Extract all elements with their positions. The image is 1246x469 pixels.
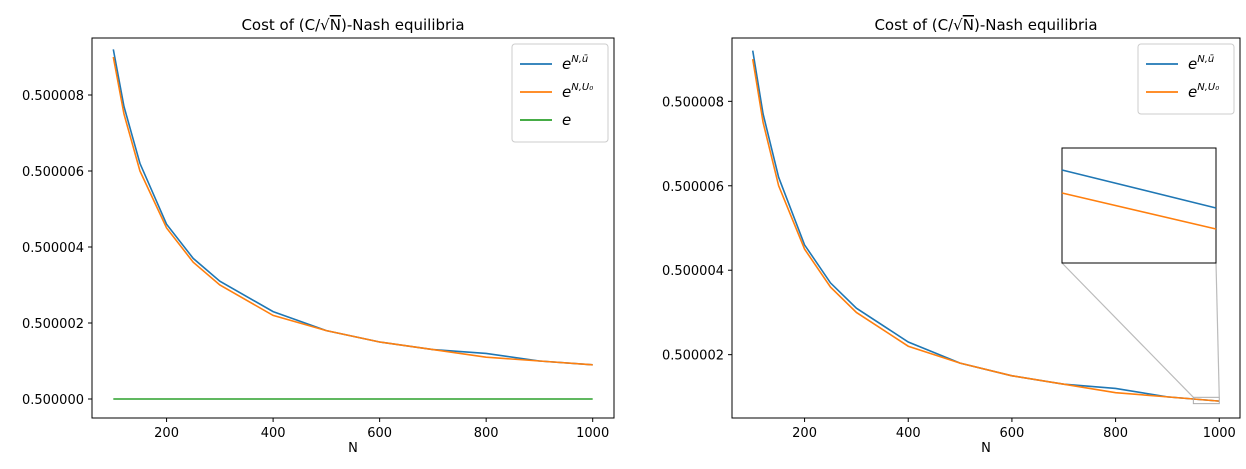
zoom-connector-right — [1215, 262, 1220, 398]
y-tick-label: 0.500006 — [662, 180, 724, 195]
x-tick-label: 800 — [1103, 426, 1128, 441]
inset-zoom — [1061, 147, 1220, 405]
legend-box — [511, 43, 609, 143]
x-axis-label: N — [981, 441, 991, 456]
x-tick-label: 200 — [154, 426, 179, 441]
zoom-region-box — [1192, 396, 1220, 405]
y-tick-label: 0.500008 — [662, 95, 724, 110]
legend-box — [1137, 43, 1235, 115]
legend-label: eN,ū — [1188, 54, 1214, 73]
x-axis-label: N — [348, 441, 358, 456]
legend-label: eN,U₀ — [1188, 82, 1219, 101]
legend: eN,ū eN,U₀ e — [511, 43, 609, 143]
y-tick-label: 0.500002 — [22, 317, 84, 332]
legend: eN,ū eN,U₀ — [1137, 43, 1235, 115]
chart-title: Cost of (C/√N)-Nash equilibria — [241, 16, 464, 34]
y-tick-label: 0.500002 — [662, 349, 724, 364]
y-tick-label: 0.500008 — [22, 89, 84, 104]
x-tick-label: 400 — [896, 426, 921, 441]
inset-series-line-2 — [1061, 192, 1217, 230]
chart-title: Cost of (C/√N)-Nash equilibria — [874, 16, 1097, 34]
series-line-1 — [751, 50, 1220, 402]
plot-frame — [91, 37, 615, 419]
chart-1: Cost of (C/√N)-Nash equilibria 200 400 600 8… — [22, 16, 615, 456]
x-tick-label: 1000 — [576, 426, 609, 441]
series-line-2 — [751, 58, 1220, 402]
y-tick-label: 0.500004 — [22, 241, 84, 256]
series-line-2 — [112, 56, 593, 366]
x-tick-label: 800 — [474, 426, 499, 441]
x-tick-label: 600 — [367, 426, 392, 441]
y-tick-label: 0.500000 — [22, 393, 84, 408]
x-tick-label: 400 — [261, 426, 286, 441]
inset-frame — [1061, 147, 1217, 264]
legend-label: e — [562, 111, 571, 129]
zoom-connector-left — [1061, 262, 1194, 398]
y-tick-label: 0.500004 — [662, 264, 724, 279]
series-line-1 — [112, 49, 593, 366]
plot-frame — [731, 37, 1241, 419]
y-tick-label: 0.500006 — [22, 165, 84, 180]
x-tick-label: 1000 — [1203, 426, 1236, 441]
inset-series-line-1 — [1061, 169, 1217, 209]
x-tick-label: 200 — [792, 426, 817, 441]
chart-2: Cost of (C/√N)-Nash equilibria 200 400 600 8… — [662, 16, 1241, 456]
x-tick-label: 600 — [1000, 426, 1025, 441]
legend-label: eN,ū — [562, 54, 588, 73]
legend-label: eN,U₀ — [562, 82, 593, 101]
